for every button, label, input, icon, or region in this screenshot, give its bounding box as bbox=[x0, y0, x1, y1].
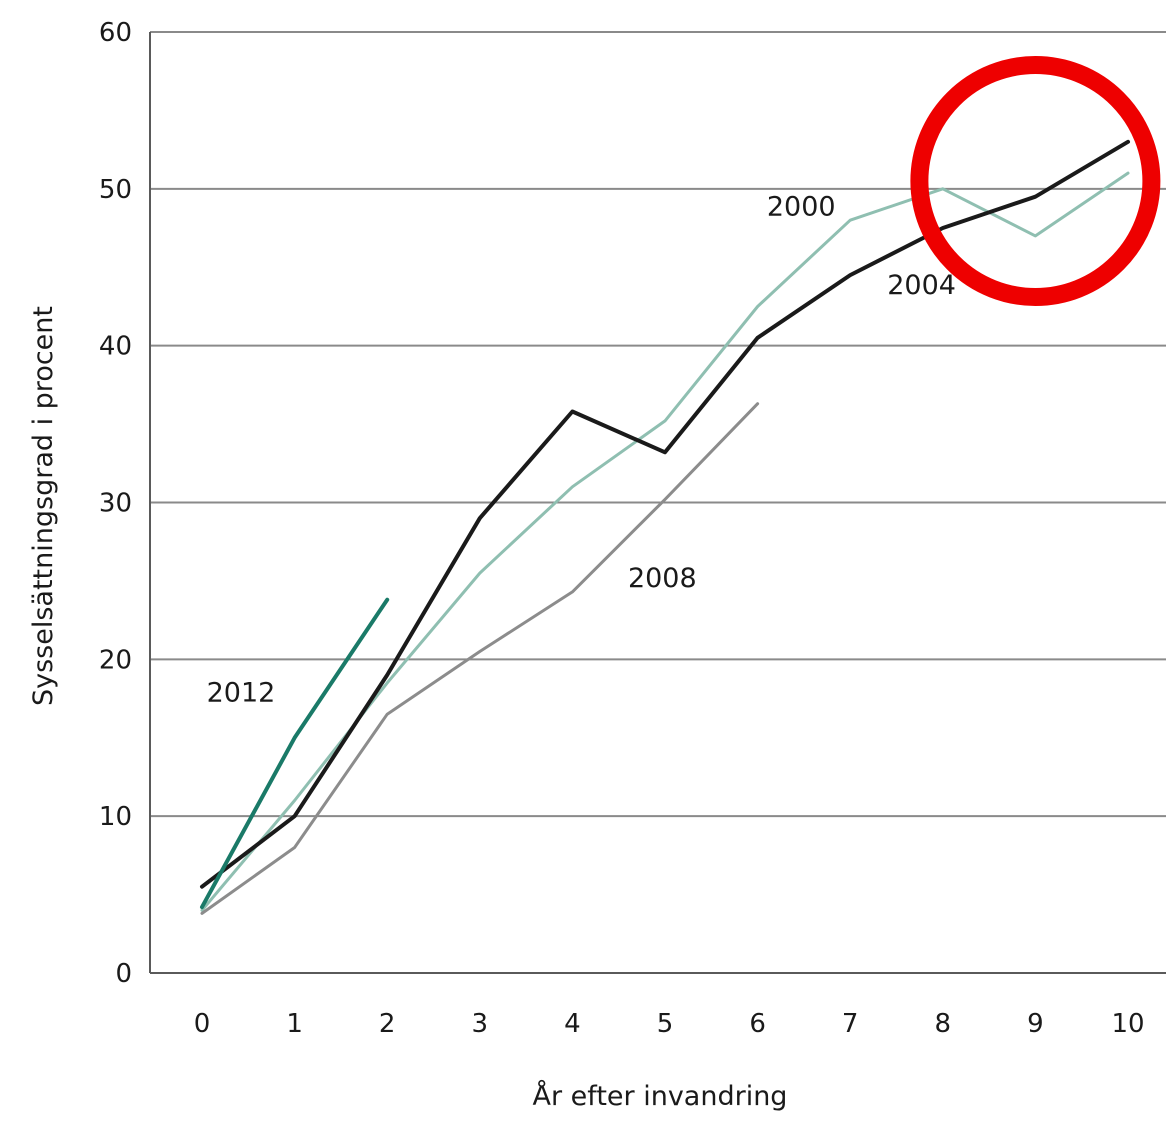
series-label-2008: 2008 bbox=[628, 563, 697, 594]
series-line-2004 bbox=[200, 139, 1130, 889]
series-line-2012 bbox=[200, 597, 390, 910]
x-tick-label-7: 7 bbox=[842, 1009, 859, 1039]
axes: 0 10 20 30 40 50 60 0 1 2 3 4 5 6 7 8 9 10 bbox=[99, 18, 1166, 1039]
series-lines bbox=[200, 139, 1130, 915]
x-tick-label-4: 4 bbox=[564, 1009, 581, 1039]
series-line-2008 bbox=[200, 402, 760, 915]
x-tick-label-1: 1 bbox=[286, 1009, 303, 1039]
series-label-2004: 2004 bbox=[887, 270, 956, 301]
annotations bbox=[910, 55, 1161, 306]
y-tick-label-10: 10 bbox=[99, 802, 132, 832]
y-tick-label-40: 40 bbox=[99, 332, 132, 362]
x-tick-label-5: 5 bbox=[657, 1009, 674, 1039]
y-tick-label-60: 60 bbox=[99, 18, 132, 48]
x-tick-label-3: 3 bbox=[472, 1009, 489, 1039]
x-tick-label-9: 9 bbox=[1027, 1009, 1044, 1039]
series-label-2000: 2000 bbox=[767, 191, 836, 222]
y-axis-label: Sysselsättningsgrad i procent bbox=[28, 306, 59, 706]
x-tick-label-0: 0 bbox=[194, 1009, 211, 1039]
series-label-2012: 2012 bbox=[207, 678, 276, 709]
x-tick-label-6: 6 bbox=[749, 1009, 766, 1039]
y-tick-label-30: 30 bbox=[99, 489, 132, 519]
x-axis-label: År efter invandring bbox=[533, 1080, 788, 1112]
y-tick-label-20: 20 bbox=[99, 645, 132, 675]
x-tick-label-10: 10 bbox=[1111, 1009, 1144, 1039]
x-tick-label-8: 8 bbox=[935, 1009, 952, 1039]
x-tick-label-2: 2 bbox=[379, 1009, 396, 1039]
gridlines bbox=[150, 31, 1166, 818]
y-tick-label-50: 50 bbox=[99, 175, 132, 205]
series-labels: 2000 2004 2008 2012 bbox=[207, 191, 956, 708]
highlight-circle bbox=[910, 55, 1161, 306]
y-tick-label-0: 0 bbox=[115, 959, 132, 989]
